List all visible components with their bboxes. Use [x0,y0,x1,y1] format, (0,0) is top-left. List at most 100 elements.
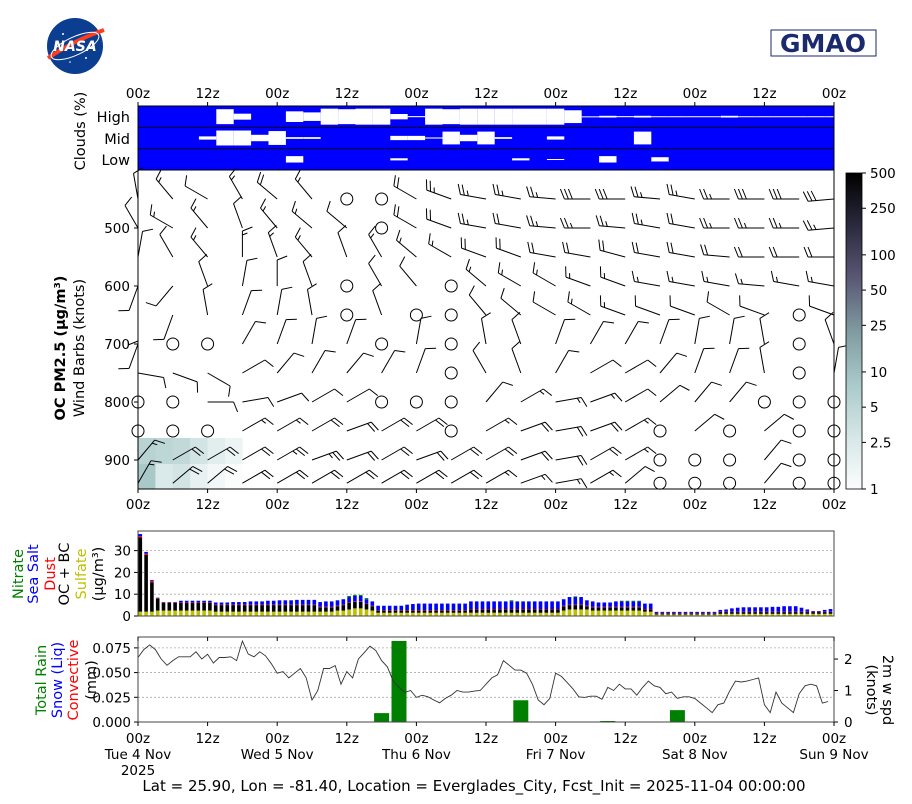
barb-staff [600,276,626,287]
aerosol-bar-sulfate [242,611,247,616]
barb-full [334,469,344,478]
aerosol-bar-sulfate [358,608,363,616]
barb-full [610,423,619,432]
cloud-bar-mid [390,135,408,141]
barb-full [566,242,570,254]
cloud-bar-mid [407,135,426,141]
colorbar-tick-label: 50 [870,283,887,299]
aerosol-bar-oc-bc [695,613,699,615]
barb-full [469,448,480,457]
barb-full [367,452,376,461]
cloud-bar-high [477,108,495,125]
wind-barb [520,450,553,461]
barb-full [184,175,188,187]
barb-staff [242,417,266,432]
wind-barb [276,352,305,374]
barb-staff [659,319,670,345]
wind-barb [734,273,765,287]
wind-barb [764,462,792,484]
aerosol-bar-sea-salt [225,602,230,605]
barb-full [369,469,379,478]
aerosol-bar-sea-salt [695,611,699,613]
barb-full [301,392,310,402]
barb-full [772,217,778,229]
aerosol-bar-sulfate [434,612,438,616]
barb-full [259,174,265,186]
barb-full [190,198,197,209]
barb-full [699,315,710,319]
cloud-bar-mid [477,131,495,145]
barb-staff [233,203,243,229]
wind-barb [207,466,238,484]
barb-full [363,352,374,357]
barb-full [803,246,809,258]
barb-staff [393,185,417,200]
barb-full [806,220,813,231]
barb-full [508,417,518,426]
aerosol-bar-sulfate [741,613,746,616]
wind-barb [631,241,661,258]
barb-half [605,221,608,227]
cloud-bar-low [599,156,617,163]
barb-staff [184,185,208,200]
aerosol-bar-sulfate [370,610,375,616]
barb-full [733,217,739,229]
barb-full [746,381,757,386]
wind-barb [634,295,661,316]
aerosol-bar-sea-salt [602,602,607,607]
aerosol-bar-sulfate [625,610,630,616]
aerosol-bar-oc-bc [735,612,740,614]
aerosol-bar-sulfate [184,610,189,616]
barb-staff [500,297,522,316]
aerosol-bar-sea-salt [370,601,375,606]
date-label: Wed 5 Nov [241,747,314,763]
wind-barb [416,450,449,461]
barb-full [435,419,445,428]
pm25-cell [190,437,208,465]
wind-barb [457,212,487,229]
aerosol-bar-sulfate [648,611,653,616]
wind-barb [294,227,313,258]
barb-full [670,213,674,225]
colorbar-tick-label: 2.5 [870,435,891,451]
wind-barb [172,466,203,484]
wind-barb [460,237,487,258]
barb-full [149,204,153,216]
barb-staff [567,301,591,316]
barb-staff [346,450,372,461]
wind-barb [202,283,213,316]
cloud-bar-mid [233,130,252,146]
calm-wind-circle [409,395,423,409]
aerosol-bar-sea-salt [266,600,270,605]
wind-barb [532,262,556,287]
wind-barb [562,241,591,258]
aerosol-bar-sulfate [382,612,386,616]
aerosol-bar-sea-salt [724,609,728,612]
barb-full [559,217,565,229]
aerosol-bar-sea-salt [793,606,798,612]
barb-full [737,246,743,258]
dust-label: Dust [43,557,59,591]
wind-barb [733,188,765,200]
barb-staff [532,301,556,316]
cloud-bar-high [790,116,808,118]
aerosol-bar-sea-salt [770,606,775,612]
wind-barb [485,417,518,432]
barb-full [124,196,133,206]
calm-wind-circle [444,366,458,380]
aerosol-bar-oc-bc [521,609,525,613]
barb-staff [590,359,614,374]
aerosol-bar-oc-bc [492,609,496,613]
barb-full [492,212,496,224]
aerosol-bar-nitrate [353,594,357,596]
wind-barb [729,381,757,403]
barb-full [699,188,705,200]
x-tick-label: 12z [752,497,776,513]
wind-barb [393,175,417,200]
aerosol-bar-sulfate [271,611,276,616]
aerosol-bar-oc-bc [266,605,270,612]
aerosol-bar-sulfate [718,613,723,616]
x-tick-label: 00z [822,497,846,513]
calm-wind-circle [201,424,215,438]
aerosol-bar-sulfate [509,612,514,616]
